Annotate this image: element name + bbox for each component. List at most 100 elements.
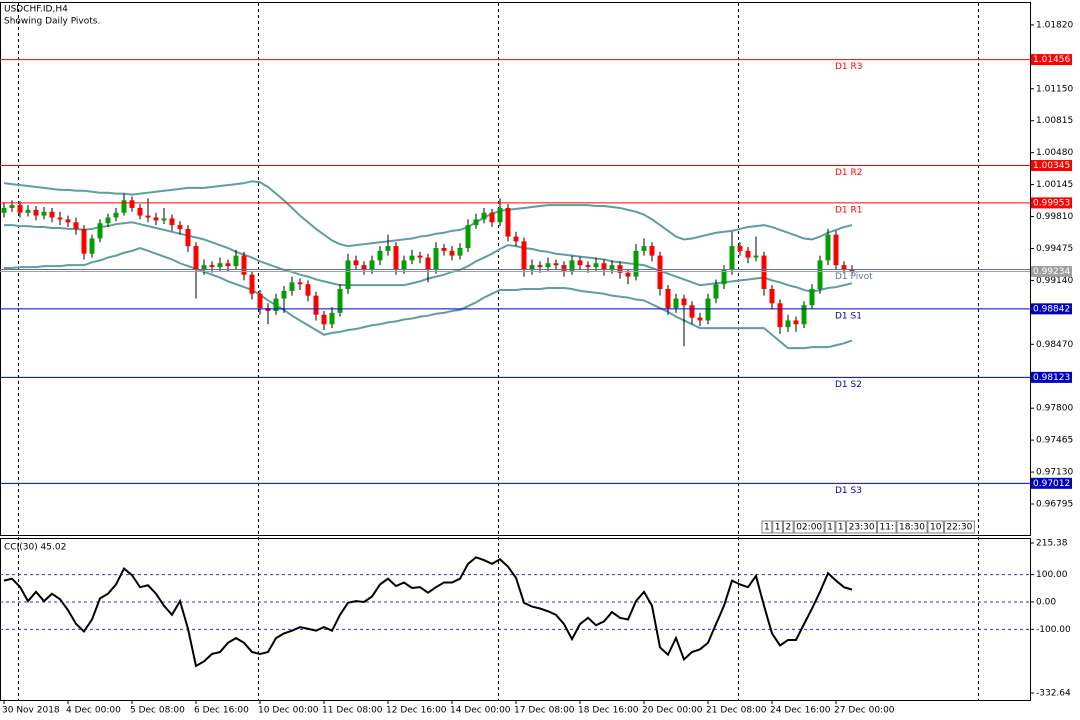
candle-body	[9, 205, 15, 208]
x-tick-label: 30 Nov 2018	[2, 706, 60, 716]
candle-body	[545, 263, 551, 268]
candle-body	[761, 255, 767, 289]
candle-body	[769, 289, 775, 304]
candle-body	[369, 260, 375, 270]
pivot-level-label: D1 R2	[835, 168, 863, 178]
candle-body	[329, 312, 335, 325]
candle-body	[177, 225, 183, 229]
candle-body	[345, 260, 351, 289]
price-tag-label: 0.99234	[1033, 267, 1070, 277]
candle-body	[201, 265, 207, 270]
price-tag-label: 0.99953	[1033, 198, 1070, 208]
y-tick-label: 0.97800	[1036, 404, 1073, 414]
candle-body	[801, 305, 807, 325]
candle-body	[633, 250, 639, 277]
candle-body	[1, 207, 7, 213]
toolbar-label[interactable]: 1	[838, 523, 844, 533]
price-tag	[1031, 160, 1072, 172]
candle-body	[465, 225, 471, 248]
toolbar-cell	[782, 520, 794, 534]
candle-body	[129, 200, 135, 208]
y-tick-label: 0.99810	[1036, 212, 1073, 222]
y-tick-label: 0.98470	[1036, 340, 1073, 350]
x-tick-label: 20 Dec 00:00	[642, 706, 703, 716]
y-tick-label: 1.00145	[1036, 180, 1073, 190]
candle-body	[361, 265, 367, 270]
candle-body	[225, 263, 231, 267]
y-tick-label: 0.97130	[1036, 468, 1073, 478]
candle-body	[89, 238, 95, 254]
candle-body	[481, 212, 487, 220]
y-tick-label: 0.99140	[1036, 276, 1073, 286]
price-tag-label: 1.01456	[1033, 55, 1070, 65]
toolbar-cell	[943, 520, 975, 534]
toolbar-label[interactable]: 23:30	[849, 523, 875, 533]
price-tag	[1031, 265, 1072, 277]
candle-body	[449, 250, 455, 256]
toolbar-label[interactable]: 18:30	[899, 523, 925, 533]
candle-body	[241, 255, 247, 275]
toolbar-label[interactable]: 1	[827, 523, 833, 533]
candle-body	[209, 265, 215, 268]
candle-body	[497, 207, 503, 223]
candle-body	[377, 250, 383, 261]
toolbar-cell	[896, 520, 928, 534]
candle-body	[353, 260, 359, 266]
candle-body	[113, 212, 119, 218]
x-tick-label: 4 Dec 00:00	[66, 706, 121, 716]
candle-body	[33, 209, 39, 216]
candle-body	[49, 211, 55, 218]
candle-body	[825, 234, 831, 261]
y-tick-label: -100.00	[1036, 625, 1071, 635]
y-tick-label: -332.64	[1036, 689, 1071, 699]
y-tick-label: 0.97465	[1036, 436, 1073, 446]
candle-body	[289, 282, 295, 291]
toolbar-label[interactable]: 10	[930, 523, 942, 533]
candle-body	[849, 268, 855, 272]
candle-body	[185, 228, 191, 247]
toolbar-cell	[772, 520, 783, 534]
candle-body	[585, 265, 591, 268]
candle-body	[537, 265, 543, 268]
x-tick-label: 5 Dec 08:00	[130, 706, 185, 716]
candle-body	[257, 293, 263, 309]
toolbar-label[interactable]: 02:00	[796, 523, 822, 533]
cci-line	[3, 556, 853, 668]
candle-body	[281, 290, 287, 299]
price-tag-label: 0.97012	[1033, 479, 1070, 489]
candle-body	[833, 234, 839, 266]
candle-body	[393, 246, 399, 270]
pivot-level-label: D1 R3	[835, 62, 863, 72]
price-tag-label: 0.98123	[1033, 373, 1070, 383]
candle-body	[305, 284, 311, 296]
price-tag	[1031, 197, 1072, 209]
candle-body	[489, 212, 495, 223]
candle-body	[65, 219, 71, 223]
price-tag	[1031, 477, 1072, 489]
toolbar-label[interactable]: 1	[764, 523, 770, 533]
toolbar-label[interactable]: 1	[775, 523, 781, 533]
symbol-title: USDCHF.ID,H4	[4, 5, 68, 15]
candle-body	[577, 260, 583, 266]
toolbar-label[interactable]: 2	[785, 523, 791, 533]
candle-body	[601, 263, 607, 270]
candle-body	[385, 246, 391, 251]
candle-body	[145, 215, 151, 218]
candle-body	[337, 289, 343, 313]
candle-body	[817, 260, 823, 289]
toolbar-label[interactable]: 22:30	[946, 523, 972, 533]
toolbar-label[interactable]: 11:	[880, 523, 894, 533]
candle-body	[713, 284, 719, 299]
pivot-level-label: D1 S2	[835, 380, 862, 390]
candle-body	[417, 255, 423, 258]
candle-body	[121, 200, 127, 213]
candle-body	[217, 263, 223, 268]
candle-body	[785, 320, 791, 328]
candle-body	[721, 269, 727, 285]
indicator-note: Showing Daily Pivots.	[4, 17, 100, 27]
candle-body	[441, 248, 447, 251]
candle-body	[793, 320, 799, 325]
y-tick-label: 0.96795	[1036, 500, 1073, 510]
